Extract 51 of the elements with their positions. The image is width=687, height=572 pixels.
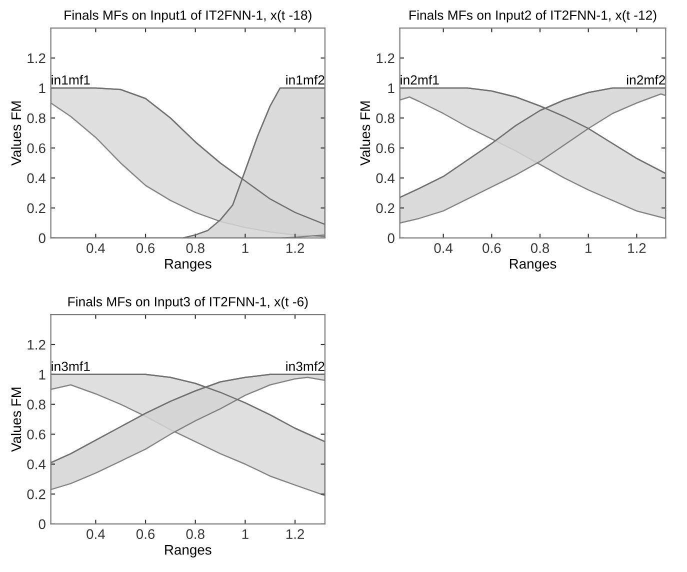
y-axis-title: Values FM (10, 101, 22, 166)
x-tick-label: 0.4 (86, 529, 105, 540)
y-tick-label: 1 (388, 83, 394, 94)
y-axis-title: Values FM (360, 101, 370, 166)
y-tick-label: 1.2 (28, 340, 46, 350)
x-tick-label: 0.6 (482, 243, 501, 254)
y-tick-label: 1.2 (376, 53, 394, 64)
series-label: in2mf2 (626, 74, 666, 85)
y-tick-label: 0 (38, 233, 46, 244)
chart-title: Finals MFs on Input2 of IT2FNN-1, x(t -12) (410, 10, 656, 22)
x-axis-title: Ranges (165, 545, 212, 558)
x-tick-label: 0.8 (530, 243, 550, 254)
x-tick-label: 1 (242, 529, 248, 539)
series-label: in2mf1 (400, 74, 439, 85)
y-tick-label: 0.2 (376, 203, 394, 214)
series-label: in3mf2 (286, 361, 324, 372)
y-tick-label: 0 (38, 519, 46, 530)
x-tick-label: 1 (586, 243, 592, 253)
y-axis-title: Values FM (10, 388, 22, 452)
x-tick-label: 0.8 (186, 529, 204, 540)
y-tick-label: 0.6 (376, 143, 394, 154)
x-tick-label: 1.2 (286, 243, 304, 253)
series-label: in1mf1 (52, 74, 90, 85)
series-label: in1mf2 (286, 74, 324, 85)
x-axis-title: Ranges (165, 259, 212, 272)
x-tick-label: 1.2 (286, 529, 304, 539)
series-label: in3mf1 (52, 361, 90, 372)
x-tick-label: 0.4 (86, 243, 105, 254)
y-tick-label: 0.8 (376, 113, 394, 124)
x-tick-label: 0.8 (186, 243, 204, 254)
x-tick-label: 0.4 (434, 243, 453, 254)
y-tick-label: 0.8 (27, 400, 46, 410)
y-tick-label: 0.6 (27, 430, 46, 440)
y-tick-label: 1.2 (28, 53, 46, 64)
y-tick-label: 0.4 (27, 173, 46, 184)
y-tick-label: 0.2 (27, 203, 46, 214)
x-tick-label: 0.6 (136, 529, 155, 540)
y-tick-label: 1 (39, 83, 46, 94)
y-tick-label: 0.6 (27, 143, 46, 154)
x-tick-label: 1 (242, 243, 248, 253)
y-tick-label: 0.2 (27, 489, 46, 500)
x-axis-title: Ranges (510, 259, 556, 272)
x-tick-label: 1.2 (628, 243, 646, 253)
chart-title: Finals MFs on Input1 of IT2FNN-1, x(t -18) (64, 10, 312, 22)
y-tick-label: 0 (388, 233, 394, 244)
y-tick-label: 1 (39, 370, 46, 380)
y-tick-label: 0.4 (376, 173, 395, 184)
chart-title: Finals MFs on Input3 of IT2FNN-1, x(t -6) (68, 296, 308, 310)
y-tick-label: 0.4 (27, 459, 46, 470)
y-tick-label: 0.8 (27, 113, 46, 124)
x-tick-label: 0.6 (136, 243, 155, 254)
